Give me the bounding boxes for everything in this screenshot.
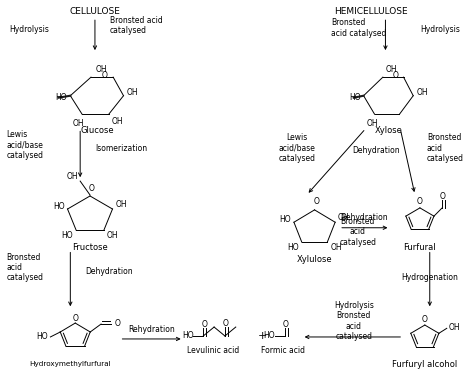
Text: O: O — [73, 314, 78, 322]
Text: HO: HO — [62, 230, 73, 239]
Text: HO: HO — [36, 333, 47, 341]
Text: Bronsted
acid
catalysed: Bronsted acid catalysed — [339, 217, 376, 247]
Text: Formic acid: Formic acid — [261, 346, 305, 355]
Text: O: O — [201, 320, 207, 329]
Text: O: O — [440, 192, 446, 201]
Text: Hydrogenation: Hydrogenation — [401, 273, 458, 282]
Text: OH: OH — [66, 171, 78, 181]
Text: HO: HO — [279, 215, 291, 224]
Text: Glucose: Glucose — [80, 126, 114, 135]
Text: OH: OH — [386, 65, 398, 74]
Text: OH: OH — [416, 88, 428, 97]
Text: Xylulose: Xylulose — [297, 255, 332, 264]
Text: Bronsted
acid
catalysed: Bronsted acid catalysed — [6, 253, 43, 282]
Text: O: O — [223, 319, 229, 327]
Text: OH: OH — [112, 117, 123, 126]
Text: O: O — [392, 71, 398, 80]
Text: CELLULOSE: CELLULOSE — [70, 7, 120, 16]
Text: OH: OH — [96, 65, 108, 74]
Text: Hydrolysis: Hydrolysis — [9, 25, 49, 34]
Text: Bronsted
acid
catalysed: Bronsted acid catalysed — [427, 133, 464, 163]
Text: Bronsted
acid catalysed: Bronsted acid catalysed — [331, 19, 387, 38]
Text: HO: HO — [53, 201, 64, 211]
Text: Fructose: Fructose — [72, 243, 108, 252]
Text: HO: HO — [182, 331, 193, 341]
Text: Dehydration: Dehydration — [340, 213, 388, 222]
Text: Hydroxymethylfurfural: Hydroxymethylfurfural — [29, 361, 111, 367]
Text: OH: OH — [116, 199, 127, 209]
Text: O: O — [115, 319, 121, 327]
Text: OH: OH — [107, 230, 118, 239]
Text: Bronsted acid
catalysed: Bronsted acid catalysed — [109, 16, 163, 35]
Text: OH: OH — [367, 119, 378, 128]
Text: Lewis
acid/base
catalysed: Lewis acid/base catalysed — [278, 133, 315, 163]
Text: OH: OH — [449, 323, 460, 332]
Text: OH: OH — [330, 242, 342, 252]
Text: HO: HO — [56, 93, 67, 102]
Text: O: O — [102, 71, 108, 80]
Text: Isomerization: Isomerization — [95, 144, 147, 153]
Text: O: O — [283, 320, 289, 329]
Text: Levulinic acid: Levulinic acid — [187, 346, 239, 355]
Text: HO: HO — [264, 331, 275, 341]
Text: Xylose: Xylose — [374, 126, 402, 135]
Text: Hydrolysis
Bronsted
acid
catalysed: Hydrolysis Bronsted acid catalysed — [334, 301, 374, 341]
Text: Dehydration: Dehydration — [85, 267, 133, 276]
Text: Lewis
acid/base
catalysed: Lewis acid/base catalysed — [6, 130, 43, 160]
Text: OH: OH — [338, 213, 350, 222]
Text: O: O — [422, 315, 428, 324]
Text: HO: HO — [287, 242, 299, 252]
Text: O: O — [417, 197, 423, 206]
Text: HEMICELLULOSE: HEMICELLULOSE — [334, 7, 408, 16]
Text: Rehydration: Rehydration — [128, 324, 175, 334]
Text: Dehydration: Dehydration — [352, 146, 400, 155]
Text: Furfuryl alcohol: Furfuryl alcohol — [392, 360, 457, 369]
Text: HO: HO — [349, 93, 361, 102]
Text: OH: OH — [127, 88, 138, 97]
Text: +: + — [258, 331, 267, 341]
Text: OH: OH — [73, 119, 84, 128]
Text: Hydrolysis: Hydrolysis — [420, 25, 460, 34]
Text: O: O — [314, 197, 319, 206]
Text: O: O — [89, 184, 95, 192]
Text: Furfural: Furfural — [403, 243, 436, 252]
